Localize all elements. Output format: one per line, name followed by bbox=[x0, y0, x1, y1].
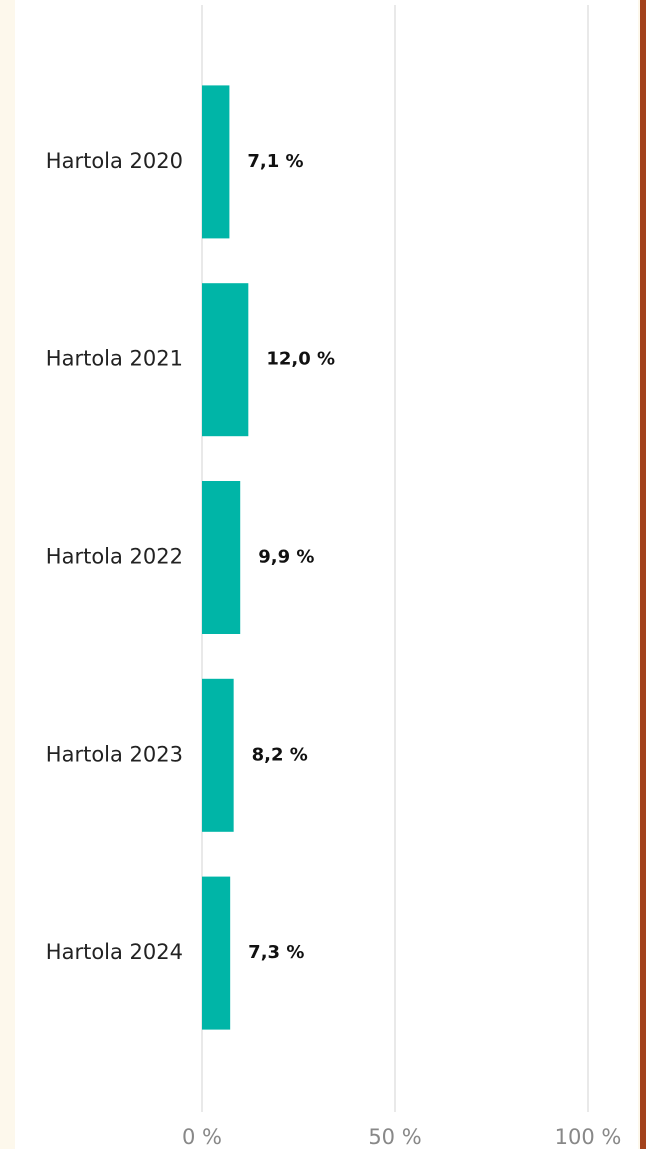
panel bbox=[15, 0, 638, 1149]
x-tick-label: 50 % bbox=[368, 1125, 421, 1149]
bar bbox=[202, 283, 249, 437]
y-tick-label: Hartola 2021 bbox=[46, 347, 183, 371]
bar bbox=[202, 876, 231, 1030]
right-border bbox=[640, 0, 646, 1149]
y-tick-label: Hartola 2024 bbox=[46, 940, 183, 964]
value-label: 7,1 % bbox=[247, 151, 303, 172]
x-tick-label: 100 % bbox=[555, 1125, 622, 1149]
bar bbox=[202, 678, 234, 832]
value-label: 9,9 % bbox=[258, 547, 314, 568]
bar bbox=[202, 481, 241, 634]
value-label: 7,3 % bbox=[248, 942, 304, 963]
bar bbox=[202, 85, 230, 239]
y-tick-label: Hartola 2023 bbox=[46, 742, 183, 766]
x-tick-label: 0 % bbox=[182, 1125, 222, 1149]
value-label: 12,0 % bbox=[266, 349, 335, 370]
y-tick-label: Hartola 2020 bbox=[46, 149, 183, 173]
y-tick-label: Hartola 2022 bbox=[46, 545, 183, 569]
value-label: 8,2 % bbox=[252, 744, 308, 765]
